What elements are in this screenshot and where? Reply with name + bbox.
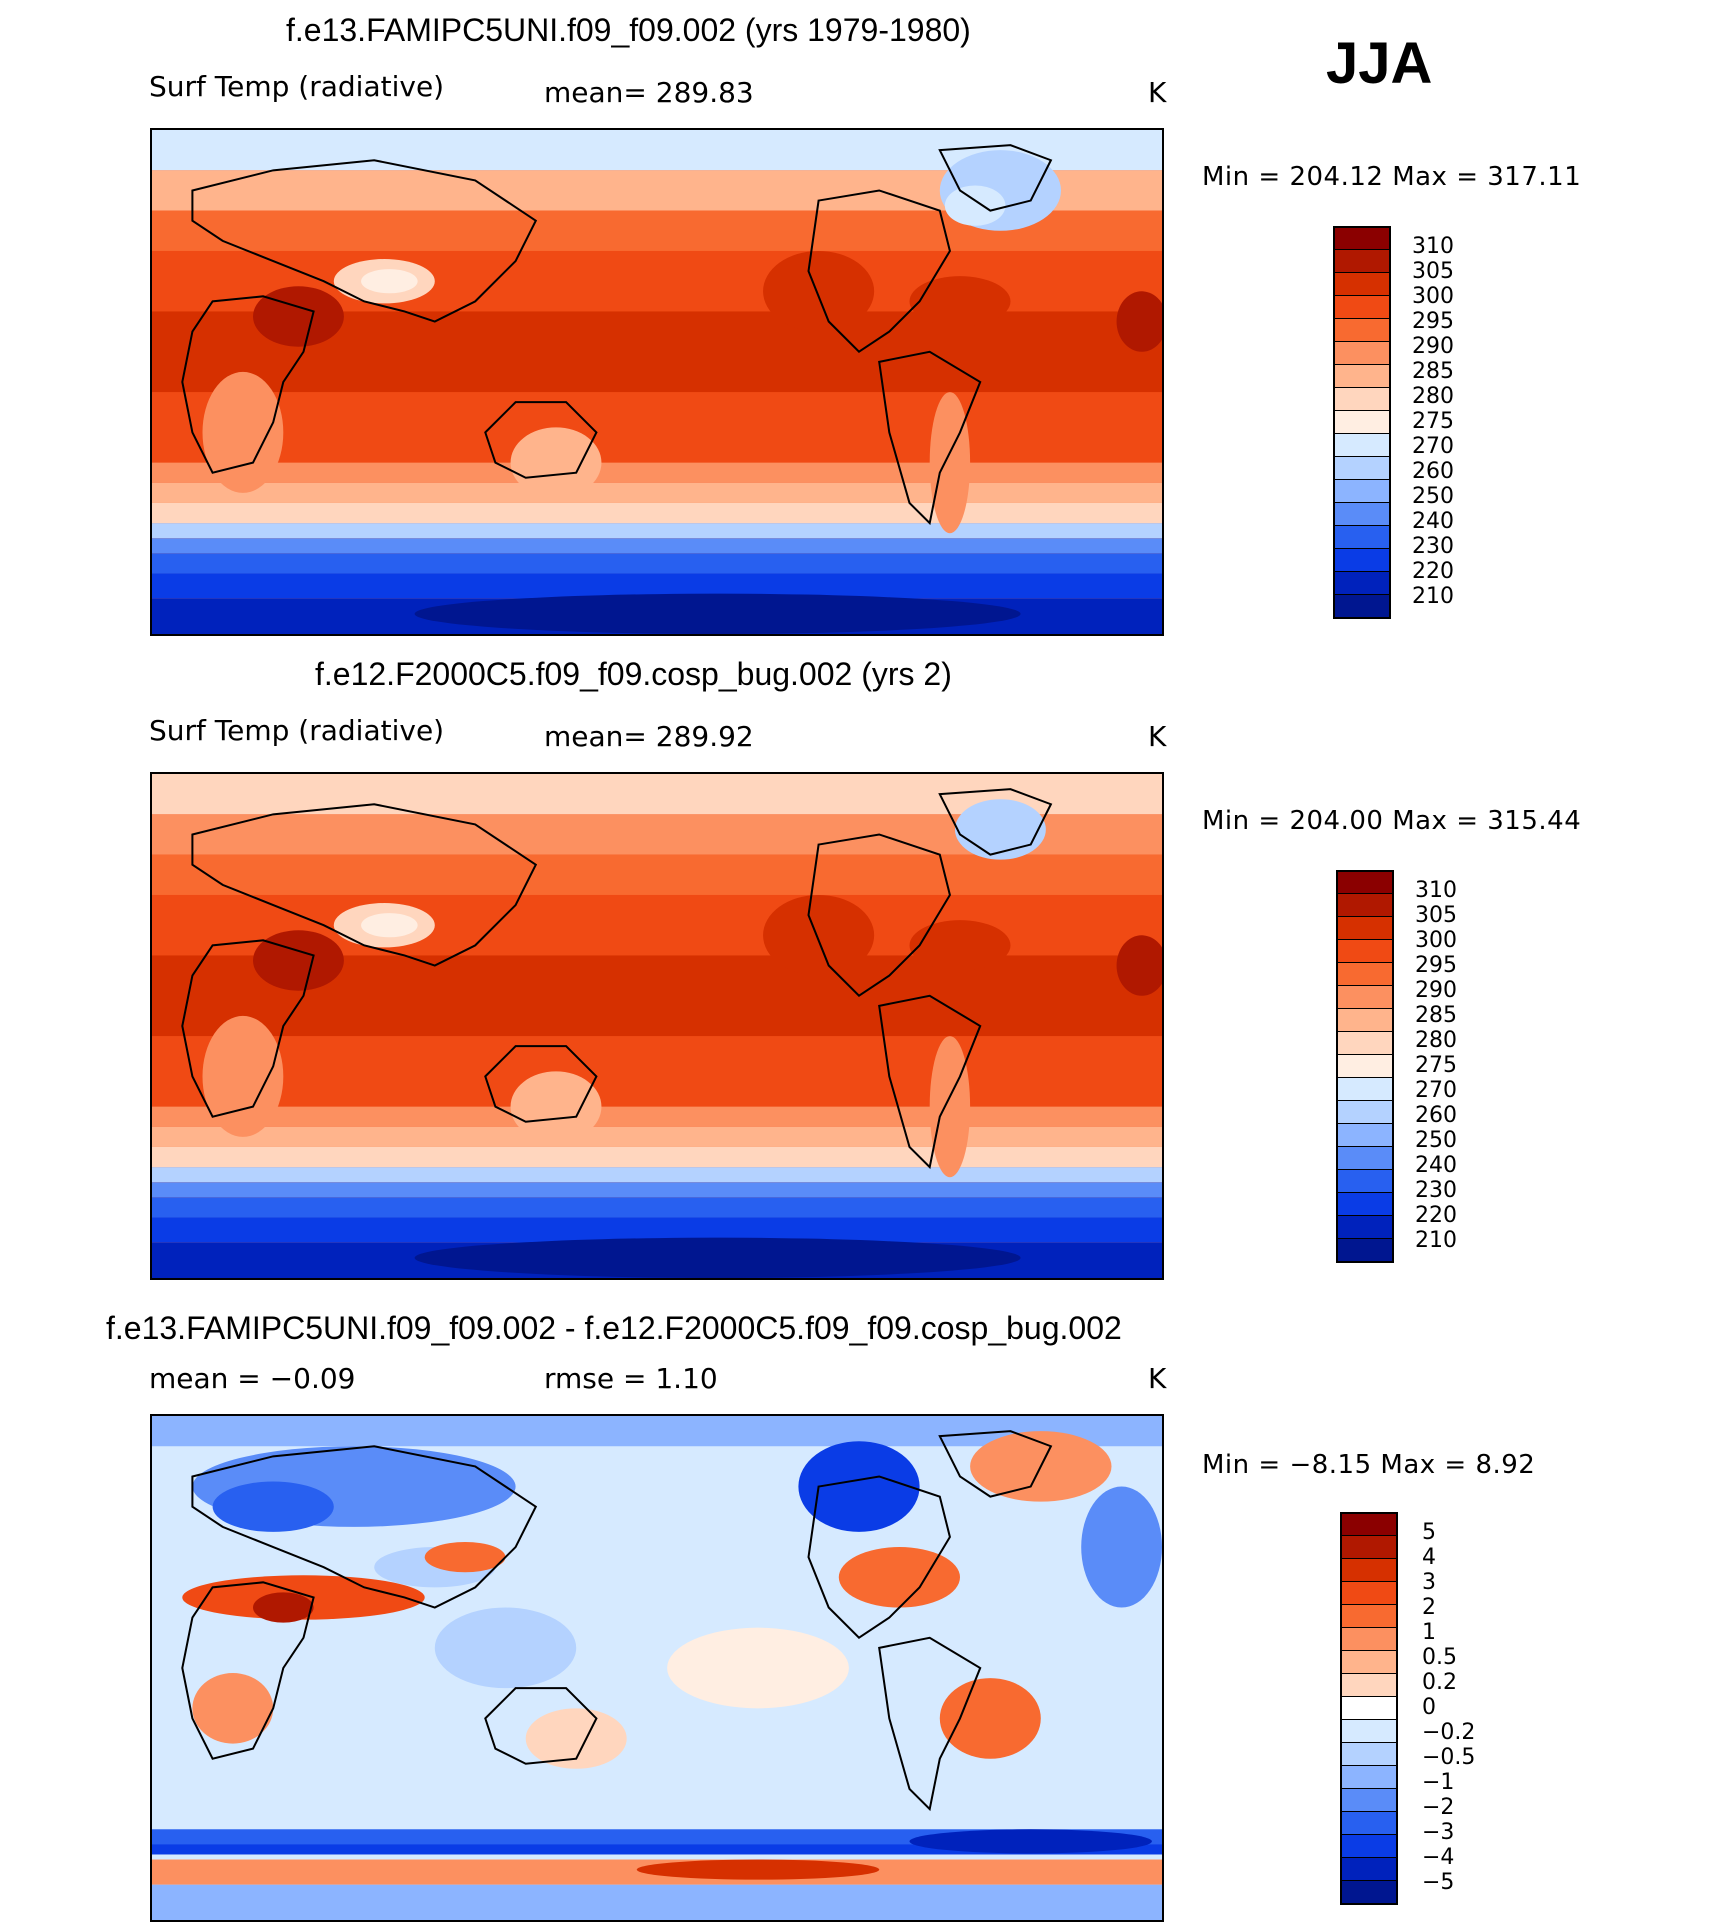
- panel-1-map-svg: [152, 130, 1162, 634]
- colorbar-tick-label: 260: [1412, 459, 1454, 484]
- colorbar-tick-label: 4: [1422, 1545, 1436, 1570]
- panel-2-colorbar: [1336, 870, 1394, 1263]
- colorbar-tick-label: 275: [1415, 1053, 1457, 1078]
- panel-1-units: K: [1148, 76, 1167, 109]
- colorbar-tick-label: 210: [1415, 1228, 1457, 1253]
- panel-1-title: f.e13.FAMIPC5UNI.f09_f09.002 (yrs 1979-1…: [286, 12, 971, 48]
- colorbar-tick-label: 295: [1415, 953, 1457, 978]
- panel-1-minmax: Min = 204.12 Max = 317.11: [1202, 162, 1582, 192]
- colorbar-tick-label: 240: [1415, 1153, 1457, 1178]
- colorbar-tick-label: −2: [1422, 1795, 1455, 1820]
- colorbar-tick-label: 300: [1415, 928, 1457, 953]
- colorbar-tick-label: 310: [1415, 878, 1457, 903]
- colorbar-tick-label: 220: [1415, 1203, 1457, 1228]
- panel-3-map: [150, 1414, 1164, 1922]
- colorbar-tick-label: 3: [1422, 1570, 1436, 1595]
- colorbar-tick-label: −0.5: [1422, 1745, 1476, 1770]
- colorbar-tick-label: 230: [1412, 534, 1454, 559]
- panel-3-map-svg: [152, 1416, 1162, 1920]
- panel-2-mean-label: mean= 289.92: [544, 720, 754, 753]
- colorbar-tick-label: 290: [1415, 978, 1457, 1003]
- colorbar-tick-label: 1: [1422, 1620, 1436, 1645]
- colorbar-tick-label: 285: [1415, 1003, 1457, 1028]
- colorbar-tick-label: 270: [1415, 1078, 1457, 1103]
- colorbar-tick-label: −3: [1422, 1820, 1455, 1845]
- colorbar-tick-label: 0: [1422, 1695, 1436, 1720]
- coastline-outlines: [181, 788, 1053, 1170]
- panel-3-rmse-label: rmse = 1.10: [544, 1362, 718, 1395]
- panel-2-variable-label: Surf Temp (radiative): [149, 714, 445, 747]
- colorbar-tick-label: 0.2: [1422, 1670, 1457, 1695]
- colorbar-tick-label: 290: [1412, 334, 1454, 359]
- panel-3-minmax: Min = −8.15 Max = 8.92: [1202, 1450, 1536, 1480]
- colorbar-tick-label: −4: [1422, 1845, 1455, 1870]
- colorbar-tick-label: 5: [1422, 1520, 1436, 1545]
- temperature-field: [152, 774, 1162, 1278]
- panel-2-map-svg: [152, 774, 1162, 1278]
- panel-2-title: f.e12.F2000C5.f09_f09.cosp_bug.002 (yrs …: [315, 656, 952, 692]
- colorbar-tick-label: 310: [1412, 234, 1454, 259]
- colorbar-tick-label: 230: [1415, 1178, 1457, 1203]
- panel-3-units: K: [1148, 1362, 1167, 1395]
- colorbar-tick-label: −0.2: [1422, 1720, 1476, 1745]
- colorbar-tick-label: 220: [1412, 559, 1454, 584]
- panel-2-map: [150, 772, 1164, 1280]
- coastline-outlines: [181, 144, 1053, 526]
- coastline-outlines: [181, 1430, 1053, 1812]
- colorbar-tick-label: 275: [1412, 409, 1454, 434]
- panel-3-title: f.e13.FAMIPC5UNI.f09_f09.002 - f.e12.F20…: [106, 1310, 1122, 1346]
- difference-field: [152, 1416, 1162, 1920]
- colorbar-tick-label: 305: [1415, 903, 1457, 928]
- colorbar-tick-label: 240: [1412, 509, 1454, 534]
- colorbar-tick-label: 260: [1415, 1103, 1457, 1128]
- colorbar-tick-label: 300: [1412, 284, 1454, 309]
- season-label: JJA: [1326, 31, 1433, 96]
- colorbar-tick-label: 2: [1422, 1595, 1436, 1620]
- panel-2-minmax: Min = 204.00 Max = 315.44: [1202, 806, 1582, 836]
- colorbar-tick-label: 210: [1412, 584, 1454, 609]
- colorbar-tick-label: 295: [1412, 309, 1454, 334]
- colorbar-tick-label: 305: [1412, 259, 1454, 284]
- panel-1-mean-label: mean= 289.83: [544, 76, 754, 109]
- temperature-field: [152, 130, 1162, 634]
- colorbar-tick-label: 280: [1412, 384, 1454, 409]
- panel-3-colorbar: [1340, 1512, 1398, 1905]
- panel-2-units: K: [1148, 720, 1167, 753]
- colorbar-tick-label: 270: [1412, 434, 1454, 459]
- panel-1-map: [150, 128, 1164, 636]
- panel-1-colorbar: [1333, 226, 1391, 619]
- colorbar-tick-label: 250: [1412, 484, 1454, 509]
- panel-1-variable-label: Surf Temp (radiative): [149, 70, 445, 103]
- colorbar-tick-label: −5: [1422, 1870, 1455, 1895]
- colorbar-tick-label: 280: [1415, 1028, 1457, 1053]
- colorbar-tick-label: 250: [1415, 1128, 1457, 1153]
- panel-3-mean-label: mean = −0.09: [149, 1362, 356, 1395]
- colorbar-tick-label: −1: [1422, 1770, 1455, 1795]
- colorbar-tick-label: 285: [1412, 359, 1454, 384]
- colorbar-tick-label: 0.5: [1422, 1645, 1457, 1670]
